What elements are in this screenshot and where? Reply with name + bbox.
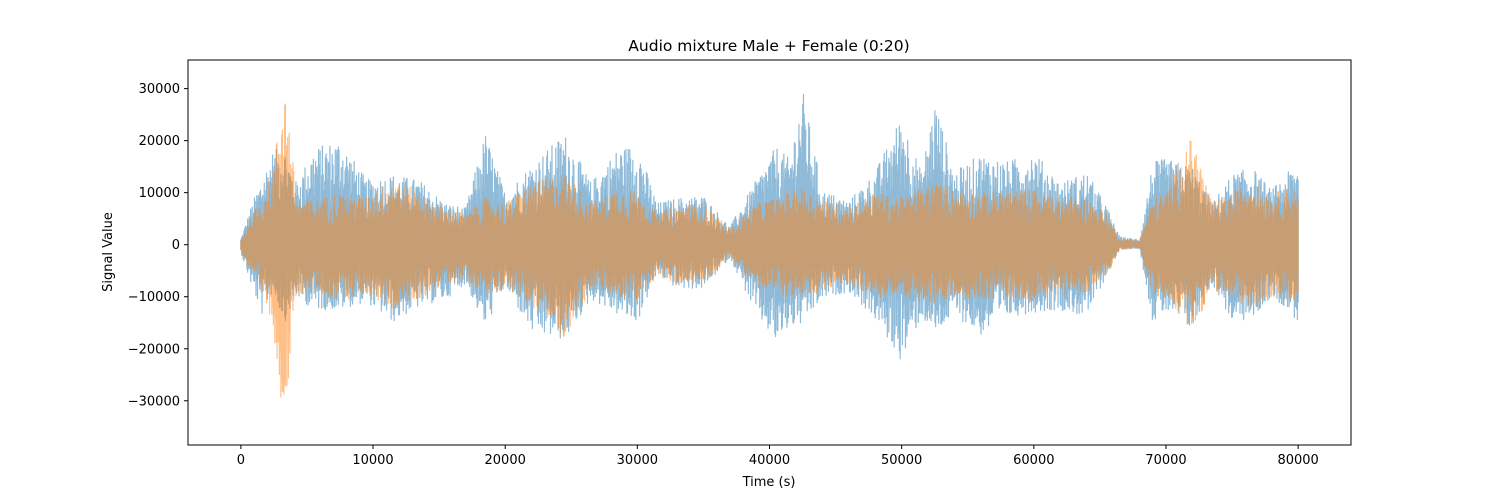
x-tick-label: 30000 [617,453,658,468]
x-axis-title: Time (s) [742,475,796,490]
y-axis-title: Signal Value [101,212,116,292]
y-tick-label: −20000 [128,342,180,357]
x-tick-label: 50000 [881,453,922,468]
series-layer [240,93,1299,398]
y-axis: −30000 −20000 −10000 0 10000 20000 30000 [128,82,188,409]
x-tick-label: 10000 [352,453,393,468]
x-tick-label: 40000 [749,453,790,468]
chart-title: Audio mixture Male + Female (0:20) [628,37,909,55]
y-tick-label: −10000 [128,290,180,305]
y-tick-label: 20000 [139,134,180,149]
x-tick-label: 70000 [1145,453,1186,468]
waveform-series-2 [240,103,1299,398]
x-tick-label: 20000 [485,453,526,468]
x-tick-label: 0 [237,453,245,468]
y-tick-label: −30000 [128,394,180,409]
y-tick-label: 0 [172,238,180,253]
y-tick-label: 30000 [139,82,180,97]
x-axis: 0 10000 20000 30000 40000 50000 60000 70000 8000… [237,445,1319,468]
x-tick-label: 60000 [1013,453,1054,468]
x-tick-label: 80000 [1277,453,1318,468]
y-tick-label: 10000 [139,186,180,201]
